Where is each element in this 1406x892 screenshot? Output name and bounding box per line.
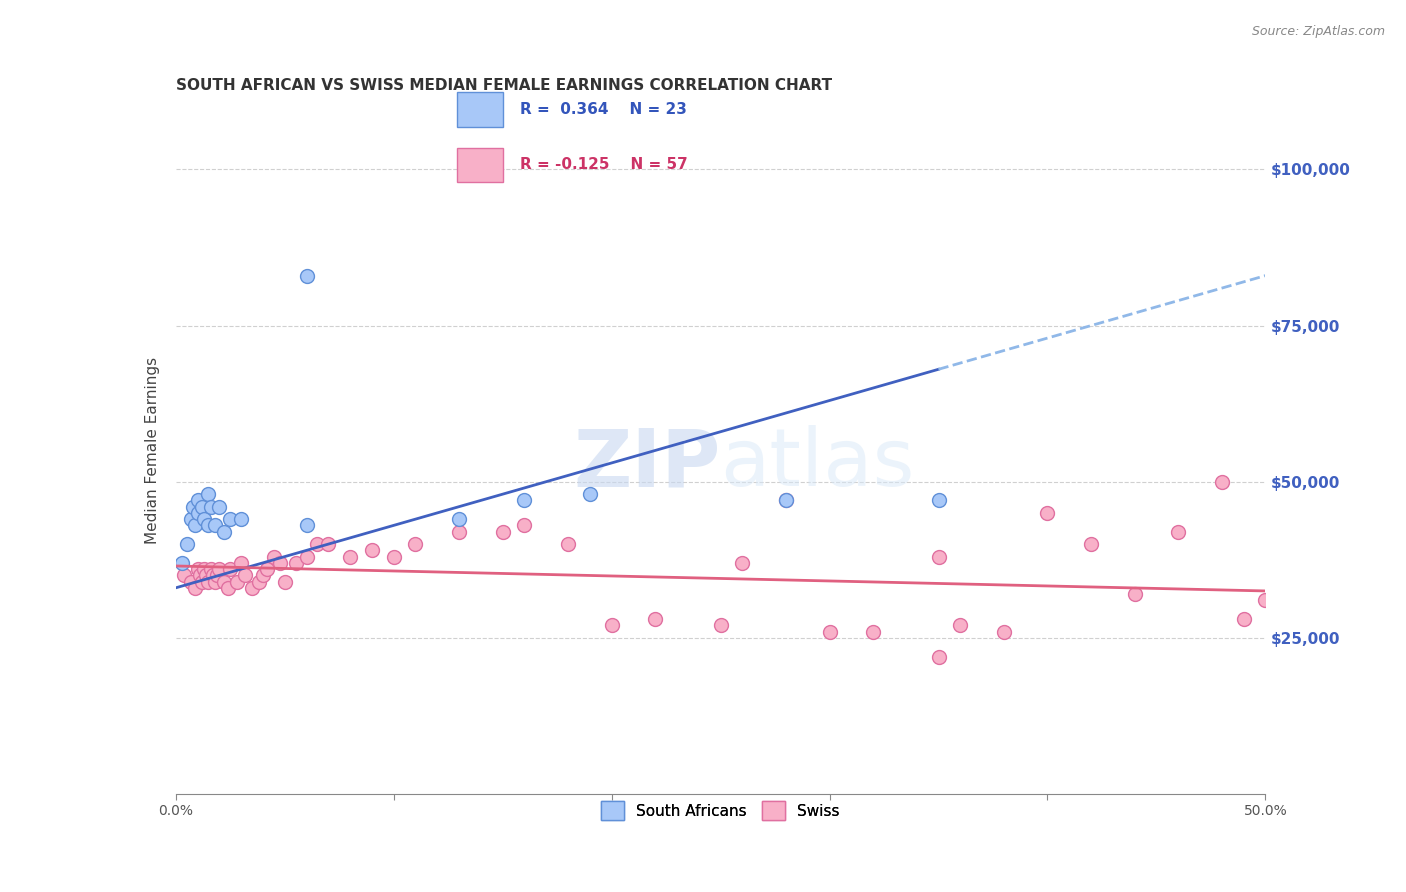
Point — [191, 574, 214, 589]
Point — [557, 537, 579, 551]
Point — [181, 500, 204, 514]
Point — [240, 581, 263, 595]
Point — [204, 574, 226, 589]
Point — [186, 493, 209, 508]
Point — [200, 500, 222, 514]
Point — [269, 556, 291, 570]
Point — [180, 512, 202, 526]
Point — [197, 574, 219, 589]
Point — [644, 612, 666, 626]
Point — [197, 518, 219, 533]
Text: R =  0.364    N = 23: R = 0.364 N = 23 — [520, 102, 688, 117]
Point — [184, 581, 207, 595]
Point — [217, 581, 239, 595]
Point — [1080, 537, 1102, 551]
Point — [188, 568, 211, 582]
Point — [447, 524, 470, 539]
Point — [775, 493, 797, 508]
Point — [231, 556, 253, 570]
Point — [492, 524, 515, 539]
Point — [186, 506, 209, 520]
Bar — [457, 92, 503, 127]
Point — [928, 649, 950, 664]
Text: R = -0.125    N = 57: R = -0.125 N = 57 — [520, 157, 688, 172]
Point — [180, 574, 202, 589]
Point — [818, 624, 841, 639]
Point — [191, 500, 214, 514]
Point — [256, 562, 278, 576]
Point — [295, 518, 318, 533]
Point — [1254, 593, 1277, 607]
Point — [862, 624, 884, 639]
Point — [263, 549, 285, 564]
Point — [513, 493, 536, 508]
Point — [200, 562, 222, 576]
Point — [405, 537, 427, 551]
Point — [235, 568, 257, 582]
Text: atlas: atlas — [721, 425, 915, 503]
Point — [176, 537, 198, 551]
Point — [382, 549, 405, 564]
Point — [710, 618, 733, 632]
Point — [225, 574, 247, 589]
Point — [219, 562, 242, 576]
Point — [184, 518, 207, 533]
Point — [252, 568, 274, 582]
Point — [173, 568, 195, 582]
Text: SOUTH AFRICAN VS SWISS MEDIAN FEMALE EARNINGS CORRELATION CHART: SOUTH AFRICAN VS SWISS MEDIAN FEMALE EAR… — [176, 78, 832, 94]
Point — [339, 549, 361, 564]
Point — [186, 562, 209, 576]
Point — [731, 556, 754, 570]
Point — [208, 500, 231, 514]
Point — [195, 568, 218, 582]
Text: Source: ZipAtlas.com: Source: ZipAtlas.com — [1251, 25, 1385, 38]
Point — [928, 493, 950, 508]
Point — [219, 512, 242, 526]
Point — [307, 537, 329, 551]
Point — [204, 518, 226, 533]
Point — [172, 556, 194, 570]
Point — [1167, 524, 1189, 539]
Point — [1232, 612, 1256, 626]
Point — [193, 512, 215, 526]
Point — [274, 574, 297, 589]
Point — [928, 549, 950, 564]
Point — [513, 518, 536, 533]
Point — [447, 512, 470, 526]
Y-axis label: Median Female Earnings: Median Female Earnings — [145, 357, 160, 544]
Legend: South Africans, Swiss: South Africans, Swiss — [593, 794, 848, 828]
Point — [247, 574, 270, 589]
Point — [197, 487, 219, 501]
Point — [284, 556, 307, 570]
Point — [775, 493, 797, 508]
Point — [201, 568, 224, 582]
Point — [212, 574, 235, 589]
Point — [1211, 475, 1233, 489]
Bar — [457, 147, 503, 182]
Point — [600, 618, 623, 632]
Point — [212, 524, 235, 539]
Text: ZIP: ZIP — [574, 425, 721, 503]
Point — [295, 549, 318, 564]
Point — [360, 543, 382, 558]
Point — [205, 568, 228, 582]
Point — [295, 268, 318, 283]
Point — [579, 487, 602, 501]
Point — [208, 562, 231, 576]
Point — [318, 537, 340, 551]
Point — [231, 512, 253, 526]
Point — [1123, 587, 1146, 601]
Point — [949, 618, 972, 632]
Point — [1036, 506, 1059, 520]
Point — [193, 562, 215, 576]
Point — [993, 624, 1015, 639]
